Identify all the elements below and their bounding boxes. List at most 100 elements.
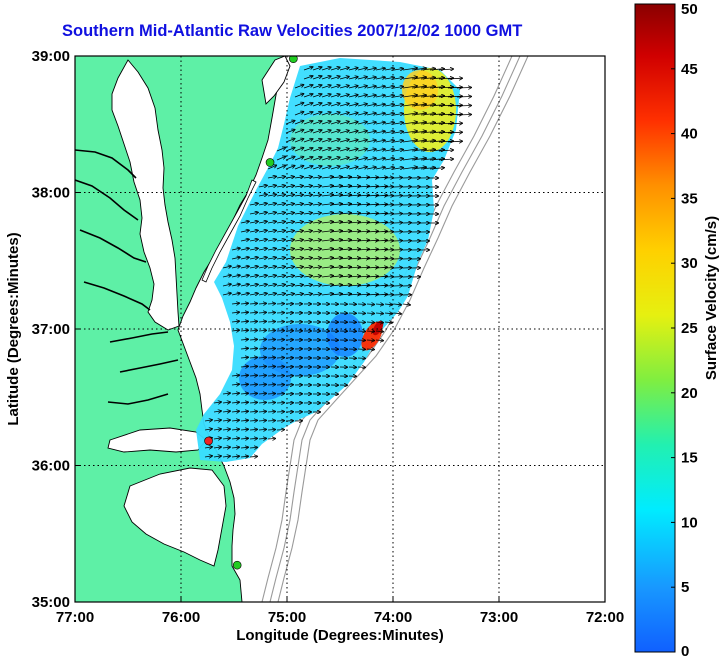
- velocity-arrow: [285, 166, 294, 170]
- velocity-arrow: [447, 87, 462, 88]
- velocity-arrow: [366, 77, 376, 79]
- velocity-arrow: [249, 303, 257, 304]
- velocity-arrow: [384, 158, 394, 160]
- velocity-arrow: [438, 132, 453, 133]
- velocity-arrow: [240, 393, 248, 394]
- velocity-arrow: [267, 376, 275, 377]
- velocity-arrow: [321, 94, 331, 98]
- velocity-arrow: [348, 104, 358, 106]
- velocity-arrow: [330, 294, 342, 295]
- colorbar-tick-label: 20: [681, 385, 698, 402]
- velocity-arrow: [249, 438, 257, 439]
- velocity-arrow: [348, 177, 360, 178]
- velocity-arrow: [321, 148, 331, 152]
- velocity-arrow: [357, 285, 369, 286]
- velocity-arrow: [420, 69, 435, 71]
- velocity-arrow: [267, 186, 276, 188]
- velocity-arrow: [375, 240, 387, 241]
- velocity-arrow: [384, 304, 392, 305]
- velocity-arrow: [294, 130, 303, 134]
- velocity-arrow: [438, 96, 453, 97]
- colorbar-tick-label: 40: [681, 126, 698, 143]
- velocity-arrow: [258, 221, 267, 223]
- velocity-arrow: [402, 304, 410, 305]
- velocity-arrow: [384, 313, 392, 314]
- velocity-arrow: [375, 68, 385, 70]
- velocity-arrow: [330, 157, 340, 161]
- velocity-arrow: [429, 141, 444, 142]
- velocity-arrow: [267, 313, 275, 314]
- velocity-arrow: [312, 157, 322, 161]
- velocity-arrow: [411, 122, 426, 124]
- x-axis-label: Longitude (Degrees:Minutes): [236, 627, 444, 644]
- velocity-arrow: [384, 131, 394, 133]
- velocity-arrow: [339, 240, 351, 241]
- velocity-arrow: [330, 249, 342, 250]
- velocity-arrow: [258, 312, 266, 313]
- velocity-arrow: [366, 149, 376, 151]
- velocity-arrow: [411, 68, 426, 70]
- velocity-arrow: [276, 195, 285, 196]
- velocity-arrow: [366, 267, 378, 268]
- velocity-vectors: [204, 67, 471, 457]
- velocity-arrow: [420, 132, 435, 134]
- velocity-arrow: [339, 167, 349, 170]
- velocity-arrow: [249, 375, 257, 376]
- velocity-arrow: [357, 258, 369, 259]
- velocity-arrow: [294, 157, 303, 161]
- velocity-arrow: [366, 177, 378, 178]
- velocity-arrow: [393, 105, 403, 107]
- velocity-arrow: [420, 159, 435, 161]
- velocity-arrow: [429, 159, 444, 160]
- velocity-arrow: [258, 303, 266, 304]
- velocity-arrow: [438, 150, 453, 151]
- velocity-arrow: [357, 77, 367, 79]
- colorbar-tick-label: 50: [681, 1, 698, 18]
- velocity-arrow: [267, 358, 275, 359]
- velocity-arrow: [357, 294, 369, 295]
- velocity-arrow: [339, 177, 351, 178]
- velocity-arrow: [285, 157, 294, 161]
- velocity-arrow: [339, 249, 351, 250]
- velocity-arrow: [303, 76, 313, 80]
- velocity-arrow: [303, 186, 312, 187]
- velocity-arrow: [339, 231, 351, 232]
- velocity-arrow: [267, 430, 275, 431]
- velocity-arrow: [366, 240, 378, 241]
- velocity-arrow: [348, 95, 358, 97]
- radar-station-marker: [265, 158, 275, 167]
- velocity-arrow: [231, 456, 239, 457]
- velocity-arrow: [348, 294, 360, 295]
- velocity-arrow: [303, 222, 312, 223]
- velocity-arrow: [339, 222, 351, 223]
- velocity-arrow: [294, 112, 303, 116]
- velocity-arrow: [240, 447, 248, 448]
- velocity-arrow: [357, 68, 367, 70]
- velocity-arrow: [357, 222, 369, 223]
- velocity-arrow: [375, 276, 387, 277]
- velocity-arrow: [375, 167, 385, 169]
- velocity-arrow: [375, 177, 387, 178]
- velocity-arrow: [312, 285, 321, 286]
- velocity-arrow: [249, 384, 257, 385]
- velocity-arrow: [321, 112, 331, 116]
- colorbar-tick-label: 10: [681, 514, 698, 531]
- velocity-arrow: [258, 248, 267, 250]
- velocity-arrow: [321, 177, 333, 178]
- velocity-arrow: [348, 68, 358, 70]
- velocity-arrow: [240, 411, 248, 412]
- velocity-arrow: [294, 139, 303, 143]
- velocity-arrow: [231, 275, 240, 277]
- velocity-arrow: [249, 402, 257, 403]
- velocity-arrow: [267, 403, 275, 404]
- velocity-arrow: [312, 258, 321, 259]
- velocity-arrow: [357, 149, 367, 151]
- velocity-arrow: [222, 393, 230, 394]
- velocity-arrow: [411, 131, 426, 133]
- velocity-arrow: [420, 105, 435, 107]
- velocity-arrow: [213, 411, 221, 412]
- velocity-arrow: [276, 267, 285, 268]
- velocity-arrow: [294, 249, 303, 250]
- velocity-arrow: [222, 411, 230, 412]
- velocity-arrow: [330, 222, 342, 223]
